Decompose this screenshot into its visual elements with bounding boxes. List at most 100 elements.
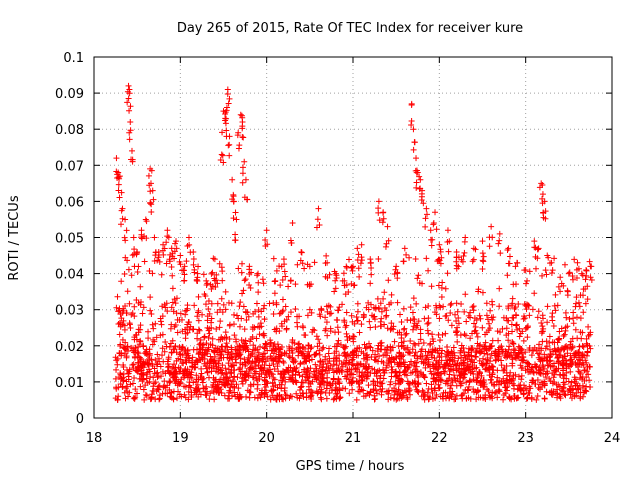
- data-point: [515, 354, 522, 361]
- data-point: [256, 375, 263, 382]
- data-point: [285, 368, 292, 375]
- data-point: [437, 248, 444, 255]
- data-point: [449, 378, 456, 385]
- data-point: [293, 364, 300, 371]
- data-point: [138, 234, 145, 241]
- data-point: [583, 267, 590, 274]
- data-point: [481, 383, 488, 390]
- data-point: [486, 345, 493, 352]
- data-point: [357, 361, 364, 368]
- data-point: [526, 361, 533, 368]
- data-point: [201, 360, 208, 367]
- data-point: [512, 263, 519, 270]
- data-point: [222, 371, 229, 378]
- data-point: [127, 325, 134, 332]
- data-point: [301, 366, 308, 373]
- data-point: [378, 342, 385, 349]
- data-point: [489, 234, 496, 241]
- data-point: [343, 264, 350, 271]
- data-point: [465, 383, 472, 390]
- data-point: [308, 395, 315, 402]
- data-point-peak: [417, 176, 424, 183]
- data-point: [331, 355, 338, 362]
- data-point: [518, 357, 525, 364]
- data-point: [406, 349, 413, 356]
- data-point: [489, 337, 496, 344]
- data-point: [373, 387, 380, 394]
- data-point: [467, 309, 474, 316]
- data-point: [510, 340, 517, 347]
- data-point: [273, 396, 280, 403]
- data-point: [337, 394, 344, 401]
- data-point: [376, 367, 383, 374]
- data-point: [561, 261, 568, 268]
- data-point: [197, 336, 204, 343]
- data-point: [126, 300, 133, 307]
- data-point: [196, 355, 203, 362]
- data-point: [509, 295, 516, 302]
- data-point: [432, 366, 439, 373]
- data-point: [553, 381, 560, 388]
- data-point: [420, 391, 427, 398]
- data-point: [500, 314, 507, 321]
- data-point: [442, 353, 449, 360]
- data-point: [414, 355, 421, 362]
- y-tick-label: 0: [76, 412, 84, 427]
- data-point: [485, 366, 492, 373]
- data-point: [555, 365, 562, 372]
- data-point: [313, 333, 320, 340]
- data-point: [339, 277, 346, 284]
- data-point: [534, 255, 541, 262]
- data-point: [455, 355, 462, 362]
- data-point: [256, 391, 263, 398]
- data-point: [518, 376, 525, 383]
- data-point-peak: [444, 227, 451, 234]
- data-point: [260, 332, 267, 339]
- data-point: [209, 283, 216, 290]
- data-point: [370, 387, 377, 394]
- data-point: [206, 364, 213, 371]
- data-point: [380, 366, 387, 373]
- data-point: [356, 273, 363, 280]
- data-point: [479, 289, 486, 296]
- data-point: [401, 371, 408, 378]
- data-point: [410, 295, 417, 302]
- data-point: [176, 258, 183, 265]
- data-point: [462, 291, 469, 298]
- data-point: [163, 300, 170, 307]
- data-point: [214, 309, 221, 316]
- data-point: [322, 353, 329, 360]
- data-point: [572, 326, 579, 333]
- data-point: [228, 370, 235, 377]
- data-point: [173, 245, 180, 252]
- data-point: [130, 365, 137, 372]
- data-point: [585, 323, 592, 330]
- data-point: [233, 338, 240, 345]
- data-point: [463, 395, 470, 402]
- data-point: [415, 272, 422, 279]
- data-point: [222, 288, 229, 295]
- data-point: [566, 315, 573, 322]
- data-point: [200, 341, 207, 348]
- data-point: [422, 364, 429, 371]
- data-point: [539, 328, 546, 335]
- data-point: [334, 317, 341, 324]
- data-point: [178, 393, 185, 400]
- data-point: [197, 374, 204, 381]
- data-point: [395, 343, 402, 350]
- data-point: [234, 343, 241, 350]
- data-point: [365, 299, 372, 306]
- data-point: [424, 320, 431, 327]
- data-point: [469, 345, 476, 352]
- data-point: [480, 376, 487, 383]
- data-point: [564, 287, 571, 294]
- data-point: [341, 317, 348, 324]
- data-point: [517, 387, 524, 394]
- data-point-peak: [496, 230, 503, 237]
- data-point: [322, 367, 329, 374]
- data-point: [292, 305, 299, 312]
- data-point: [161, 378, 168, 385]
- data-point: [491, 382, 498, 389]
- data-point: [408, 118, 415, 125]
- data-point: [164, 308, 171, 315]
